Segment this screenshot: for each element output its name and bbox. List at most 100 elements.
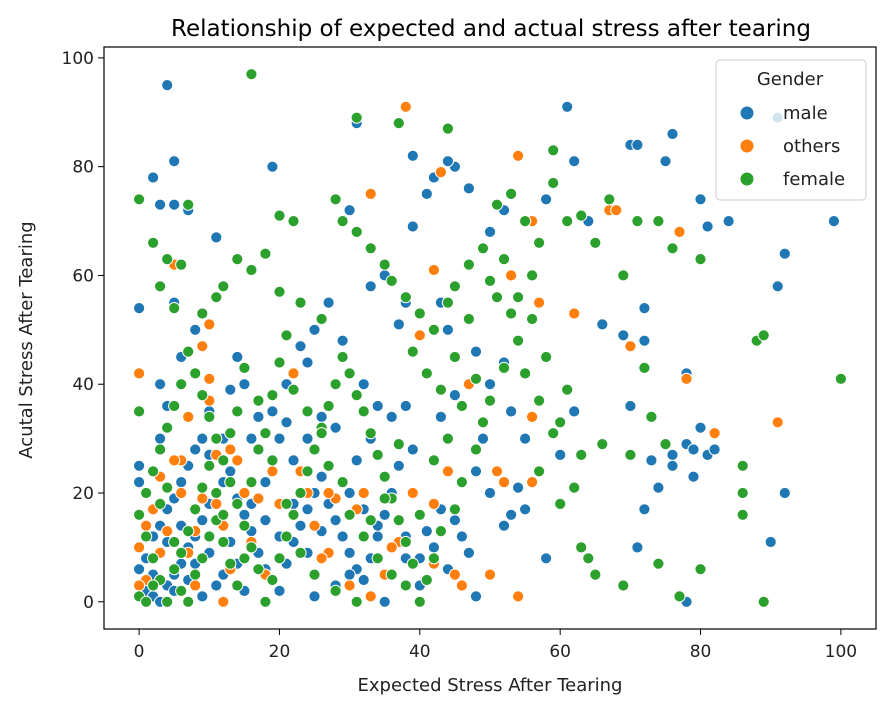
point-female-184 — [308, 568, 321, 581]
point-female-123 — [147, 552, 160, 565]
point-female-89 — [357, 405, 370, 418]
point-female-80 — [420, 573, 433, 587]
point-male-61 — [512, 481, 525, 494]
point-others-29 — [308, 519, 321, 532]
point-female-29 — [399, 291, 412, 304]
point-male-157 — [133, 459, 146, 472]
point-female-110 — [210, 432, 223, 445]
point-female-14 — [196, 307, 209, 320]
point-female-115 — [175, 378, 188, 391]
point-male-125 — [294, 519, 307, 532]
point-male-8 — [133, 302, 146, 315]
point-female-87 — [371, 448, 384, 461]
point-male-64 — [505, 405, 518, 418]
point-male-34 — [596, 318, 609, 331]
point-female-112 — [196, 389, 209, 402]
point-male-88 — [266, 405, 279, 418]
legend-label-others: others — [783, 136, 840, 157]
point-others-45 — [526, 476, 539, 489]
point-female-4 — [547, 144, 560, 157]
legend-marker-female — [739, 171, 755, 187]
point-female-114 — [182, 345, 195, 358]
point-others-73 — [189, 579, 202, 592]
point-female-63 — [589, 568, 602, 581]
point-male-182 — [483, 486, 497, 500]
legend-marker-others — [739, 138, 755, 154]
point-female-24 — [336, 215, 349, 228]
point-female-103 — [259, 595, 272, 608]
point-female-21 — [294, 296, 307, 309]
point-male-211 — [455, 530, 468, 543]
point-female-55 — [736, 508, 749, 521]
point-male-70 — [406, 220, 419, 233]
point-female-64 — [582, 552, 595, 565]
point-male-132 — [343, 546, 356, 560]
point-others-72 — [133, 579, 146, 592]
point-female-88 — [364, 427, 377, 440]
point-male-101 — [133, 563, 146, 576]
point-others-14 — [133, 541, 146, 554]
point-male-59 — [497, 519, 511, 532]
point-female-183 — [294, 546, 307, 560]
point-female-116 — [168, 399, 181, 413]
x-tick-label-100: 100 — [825, 642, 857, 662]
point-male-48 — [666, 459, 679, 472]
plot-area-frame — [103, 46, 877, 630]
point-female-46 — [631, 215, 644, 228]
point-female-66 — [575, 448, 588, 461]
point-male-204 — [343, 486, 356, 500]
point-female-76 — [455, 476, 468, 489]
point-others-6 — [203, 318, 216, 331]
point-male-198 — [259, 514, 272, 527]
point-male-41 — [652, 481, 665, 494]
point-male-159 — [154, 432, 167, 445]
point-male-26 — [694, 193, 707, 206]
point-male-10 — [406, 149, 419, 162]
x-tick-label-80: 80 — [690, 642, 712, 662]
point-male-50 — [638, 503, 651, 516]
point-others-1 — [364, 187, 377, 200]
point-female-197 — [512, 291, 525, 304]
point-female-41 — [561, 215, 574, 228]
point-female-61 — [659, 438, 672, 451]
point-female-30 — [413, 307, 426, 320]
point-female-201 — [575, 541, 588, 554]
point-male-146 — [469, 590, 483, 603]
point-male-92 — [196, 432, 209, 445]
point-male-150 — [378, 595, 391, 608]
point-female-37 — [505, 187, 518, 200]
point-female-6 — [182, 198, 195, 211]
point-male-54 — [778, 486, 791, 500]
point-male-3 — [154, 198, 167, 211]
point-female-179 — [238, 361, 251, 374]
point-male-122 — [273, 584, 286, 598]
point-male-60 — [505, 508, 518, 521]
point-male-7 — [210, 231, 223, 244]
point-others-67 — [210, 497, 223, 510]
point-male-174 — [329, 421, 342, 434]
point-female-81 — [413, 595, 426, 608]
y-tick-label-100: 100 — [62, 49, 94, 69]
y-tick-label-40: 40 — [72, 375, 94, 395]
point-male-13 — [441, 155, 454, 168]
point-female-111 — [203, 410, 216, 423]
point-female-48 — [666, 242, 679, 255]
point-male-153 — [308, 590, 321, 603]
point-female-122 — [140, 530, 153, 543]
point-male-2 — [147, 171, 160, 184]
point-female-60 — [645, 410, 658, 423]
point-male-0 — [161, 79, 174, 92]
point-female-147 — [336, 476, 349, 489]
point-others-49 — [568, 307, 581, 320]
point-others-25 — [252, 492, 265, 505]
point-female-69 — [540, 350, 553, 364]
point-female-56 — [694, 563, 707, 576]
point-female-148 — [343, 508, 356, 521]
point-female-38 — [519, 215, 532, 228]
point-male-163 — [154, 378, 167, 391]
point-male-168 — [245, 432, 258, 445]
point-female-129 — [189, 503, 202, 516]
point-female-78 — [434, 525, 447, 538]
point-male-128 — [315, 470, 328, 483]
